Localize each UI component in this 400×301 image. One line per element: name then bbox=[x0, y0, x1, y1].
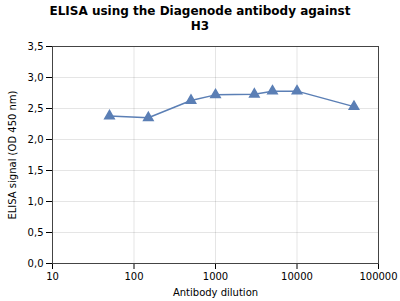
svg-text:2,0: 2,0 bbox=[28, 134, 44, 145]
svg-text:1,5: 1,5 bbox=[28, 165, 44, 176]
svg-text:3,0: 3,0 bbox=[28, 72, 44, 83]
html-text:ELISA using the Diagenode anti: ELISA using the Diagenode antibody again… bbox=[49, 4, 351, 33]
svg-text:Antibody dilution: Antibody dilution bbox=[173, 287, 258, 298]
svg-text:0,5: 0,5 bbox=[28, 227, 44, 238]
svg-text:10: 10 bbox=[46, 271, 59, 282]
svg-text:1000: 1000 bbox=[203, 271, 228, 282]
svg-text:10000: 10000 bbox=[281, 271, 313, 282]
svg-text:3,5: 3,5 bbox=[28, 41, 44, 52]
svg-text:100: 100 bbox=[124, 271, 143, 282]
svg-text:0,0: 0,0 bbox=[28, 258, 44, 269]
svg-text:1,0: 1,0 bbox=[28, 196, 44, 207]
svg-text:ELISA signal (OD 450 nm): ELISA signal (OD 450 nm) bbox=[7, 90, 18, 219]
svg-text:2,5: 2,5 bbox=[28, 103, 44, 114]
svg-text:100000: 100000 bbox=[359, 271, 397, 282]
